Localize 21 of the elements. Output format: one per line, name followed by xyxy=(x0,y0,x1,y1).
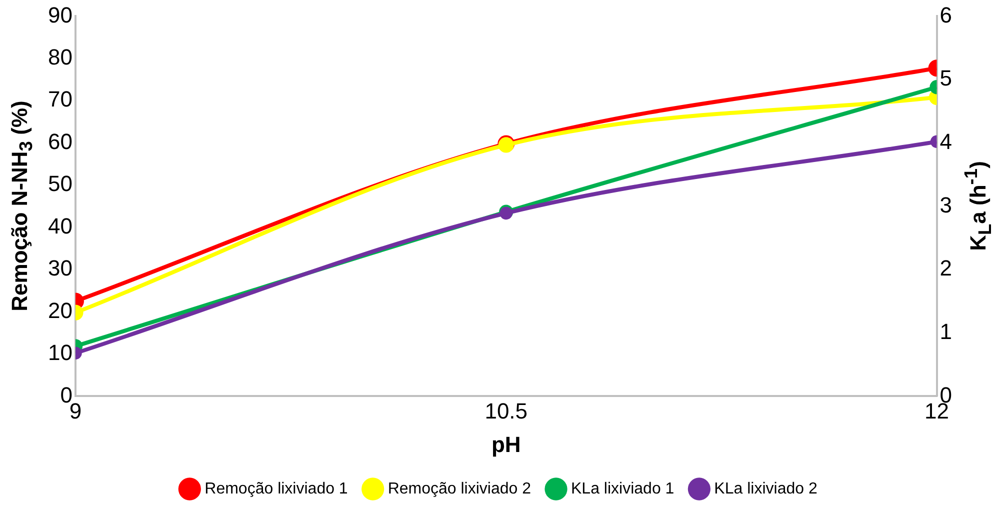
y-tick-label: 80 xyxy=(48,44,72,70)
y-tick-label: 90 xyxy=(48,2,72,28)
y2-tick-label: 5 xyxy=(940,66,952,91)
y-tick-label: 70 xyxy=(48,86,72,112)
legend-label: Remoção lixiviado 1 xyxy=(204,480,348,498)
legend-label: KLa lixiviado 2 xyxy=(714,480,818,498)
x-axis-title: pH xyxy=(491,432,521,457)
legend-label: Remoção lixiviado 2 xyxy=(388,480,532,498)
y2-tick-label: 6 xyxy=(940,2,952,28)
y-tick-label: 20 xyxy=(48,298,72,323)
y2-tick-label: 1 xyxy=(940,318,952,344)
y2-tick-label: 3 xyxy=(940,192,952,218)
legend-label: KLa lixiviado 1 xyxy=(571,480,674,498)
y2-tick-label: 2 xyxy=(940,256,952,281)
x-tick-label: 10.5 xyxy=(484,398,528,424)
y-tick-label: 60 xyxy=(48,128,72,154)
y2-tick-label: 4 xyxy=(940,128,952,154)
y-tick-label: 10 xyxy=(48,340,72,366)
y-tick-label: 40 xyxy=(48,213,72,238)
y-tick-label: 30 xyxy=(48,256,72,281)
y-tick-label: 50 xyxy=(48,171,72,196)
